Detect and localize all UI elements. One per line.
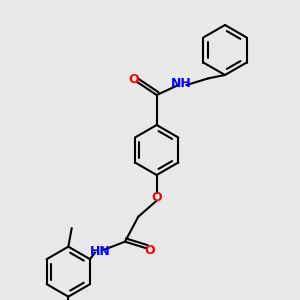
- Text: NH: NH: [171, 77, 191, 90]
- Text: HN: HN: [90, 245, 110, 258]
- Text: O: O: [144, 244, 154, 257]
- Text: O: O: [129, 74, 139, 86]
- Text: O: O: [152, 191, 162, 204]
